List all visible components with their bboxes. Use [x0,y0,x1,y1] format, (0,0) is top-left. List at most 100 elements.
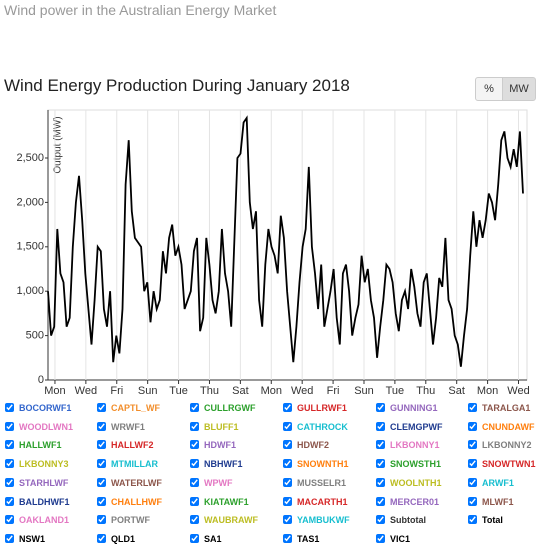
legend-checkbox[interactable] [376,477,385,487]
x-tick-label: Fri [327,385,340,397]
legend-checkbox[interactable] [5,459,14,469]
legend-label: MTMILLAR [111,459,158,470]
legend-item: GULLRWF1 [283,401,347,415]
legend-checkbox[interactable] [190,421,199,431]
legend-label: LKBONNY2 [482,440,532,451]
legend-label: YAMBUKWF [297,515,350,526]
legend-item: BLUFF1 [190,420,239,434]
legend-item: STARHLWF [5,476,68,490]
legend-checkbox[interactable] [376,533,385,543]
legend-label: SA1 [204,533,222,544]
legend-checkbox[interactable] [283,496,292,506]
legend-checkbox[interactable] [190,515,199,525]
legend-checkbox[interactable] [97,496,106,506]
legend-checkbox[interactable] [97,477,106,487]
legend-checkbox[interactable] [190,477,199,487]
legend-checkbox[interactable] [283,477,292,487]
mw-button[interactable]: MW [502,77,536,101]
legend-checkbox[interactable] [190,533,199,543]
x-tick-label: Wed [291,385,313,397]
legend-checkbox[interactable] [190,440,199,450]
x-tick-label: Sat [232,385,249,397]
legend-item: WRWF1 [97,420,145,434]
percent-button[interactable]: % [475,77,503,101]
legend-checkbox[interactable] [468,459,477,469]
legend-checkbox[interactable] [376,496,385,506]
legend-label: CULLRGWF [204,403,256,413]
legend-item: SNOWTWN1 [468,457,536,471]
legend-item: HALLWF2 [97,438,154,452]
legend-label: WOODLWN1 [19,421,73,432]
legend-checkbox[interactable] [468,440,477,450]
legend-checkbox[interactable] [5,515,14,525]
legend-item: OAKLAND1 [5,513,69,527]
legend-item: CATHROCK [283,420,348,434]
legend-label: SNOWSTH1 [390,459,442,470]
legend-checkbox[interactable] [283,459,292,469]
legend-checkbox[interactable] [5,421,14,431]
legend-label: BALDHWF1 [19,496,70,507]
legend-item: SNOWSTH1 [376,457,441,471]
legend-checkbox[interactable] [283,421,292,431]
legend-label: CLEMGPWF [390,421,443,432]
legend-item: LKBONNY2 [468,438,532,452]
x-tick-label: Mon [261,385,282,397]
legend-item: Subtotal [376,513,426,527]
legend-checkbox[interactable] [5,496,14,506]
legend-item: VIC1 [376,532,410,546]
legend-label: GUNNING1 [390,403,438,413]
legend-checkbox[interactable] [376,440,385,450]
legend-label: Subtotal [390,515,426,526]
legend-checkbox[interactable] [97,403,106,412]
legend-label: VIC1 [390,533,411,544]
chart: Output (MW) 0 500 1,000 1,500 2,000 2,500 Mon W… [16,109,530,397]
legend-label: MUSSELR1 [297,477,347,488]
legend-label: CATHROCK [297,421,348,432]
legend-item: WOOLNTH1 [376,476,442,490]
legend-checkbox[interactable] [5,403,14,412]
legend-label: WPWF [204,477,233,488]
legend-checkbox[interactable] [376,459,385,469]
legend-checkbox[interactable] [376,515,385,525]
legend-label: BOCORWF1 [19,403,72,413]
legend-checkbox[interactable] [97,421,106,431]
legend-label: ARWF1 [482,477,514,488]
legend-item: TARALGA1 [468,401,530,415]
legend-checkbox[interactable] [376,403,385,412]
legend-label: MACARTH1 [297,496,348,507]
legend-item: WPWF [190,476,233,490]
x-tick-label: Tue [169,385,188,397]
legend-checkbox[interactable] [5,440,14,450]
legend-item: YAMBUKWF [283,513,350,527]
legend-checkbox[interactable] [468,421,477,431]
legend-checkbox[interactable] [97,515,106,525]
legend-checkbox[interactable] [5,533,14,543]
legend-checkbox[interactable] [468,496,477,506]
legend-label: WRWF1 [111,421,145,432]
legend-checkbox[interactable] [5,477,14,487]
legend-checkbox[interactable] [283,515,292,525]
legend-checkbox[interactable] [190,403,199,412]
y-tick-label: 500 [26,330,44,342]
legend-label: PORTWF [111,515,150,526]
legend-label: LKBONNY1 [390,440,440,451]
legend-checkbox[interactable] [283,403,292,412]
legend-checkbox[interactable] [283,533,292,543]
legend-checkbox[interactable] [376,421,385,431]
legend-checkbox[interactable] [468,515,477,525]
legend-item: GUNNING1 [376,401,438,415]
legend-item: PORTWF [97,513,150,527]
y-tick-label: 0 [38,374,44,386]
legend-checkbox[interactable] [97,459,106,469]
legend-checkbox[interactable] [468,477,477,487]
legend-checkbox[interactable] [190,496,199,506]
x-tick-label: Thu [416,385,435,397]
legend-checkbox[interactable] [283,440,292,450]
legend-checkbox[interactable] [97,440,106,450]
legend-checkbox[interactable] [190,459,199,469]
x-tick-label: Wed [507,385,529,397]
y-axis-label: Output (MW) [53,116,64,173]
legend-label: NBHWF1 [204,459,243,470]
legend-checkbox[interactable] [97,533,106,543]
legend-checkbox[interactable] [468,403,477,412]
